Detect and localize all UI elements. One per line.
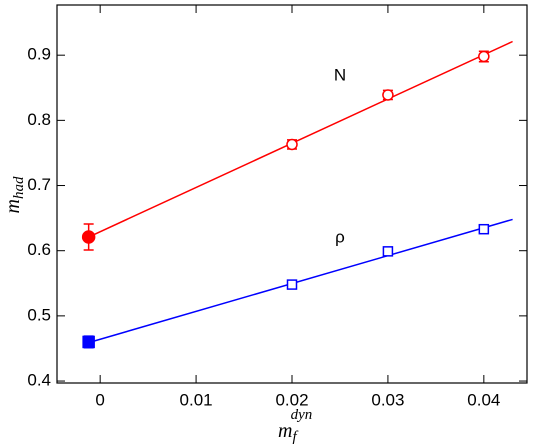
point <box>286 279 298 290</box>
y-tick-label: 0.5 <box>27 305 51 324</box>
x-label-main: m <box>278 420 292 442</box>
fit-line <box>88 40 513 238</box>
x-label-sup: dyn <box>291 407 313 423</box>
series-label: N <box>334 65 346 84</box>
plot-frame <box>56 4 528 384</box>
x-tick-label: 0.03 <box>371 390 404 409</box>
x-tick-label: 0.04 <box>467 390 500 409</box>
point <box>286 138 298 151</box>
x-tick-label: 0 <box>95 390 104 409</box>
point <box>478 223 490 235</box>
y-tick-label: 0.4 <box>27 371 51 390</box>
x-tick-label: 0.01 <box>180 390 213 409</box>
point <box>81 230 96 244</box>
y-tick-label: 0.7 <box>27 175 51 194</box>
x-axis-label: mf dyn <box>278 407 312 445</box>
point <box>382 246 394 257</box>
fit-line <box>88 218 513 344</box>
point <box>382 89 394 101</box>
series-label: ρ <box>335 227 345 246</box>
y-tick-label: 0.8 <box>27 110 51 129</box>
y-label-sub: had <box>11 176 27 199</box>
y-axis-label: mhad <box>2 176 28 213</box>
point <box>478 50 490 63</box>
point <box>82 335 95 349</box>
y-tick-label: 0.6 <box>27 240 51 259</box>
x-tick-label: 0.02 <box>275 390 308 409</box>
y-tick-label: 0.9 <box>27 45 51 64</box>
y-label-main: m <box>2 199 24 213</box>
x-label-sub: f <box>292 429 298 445</box>
